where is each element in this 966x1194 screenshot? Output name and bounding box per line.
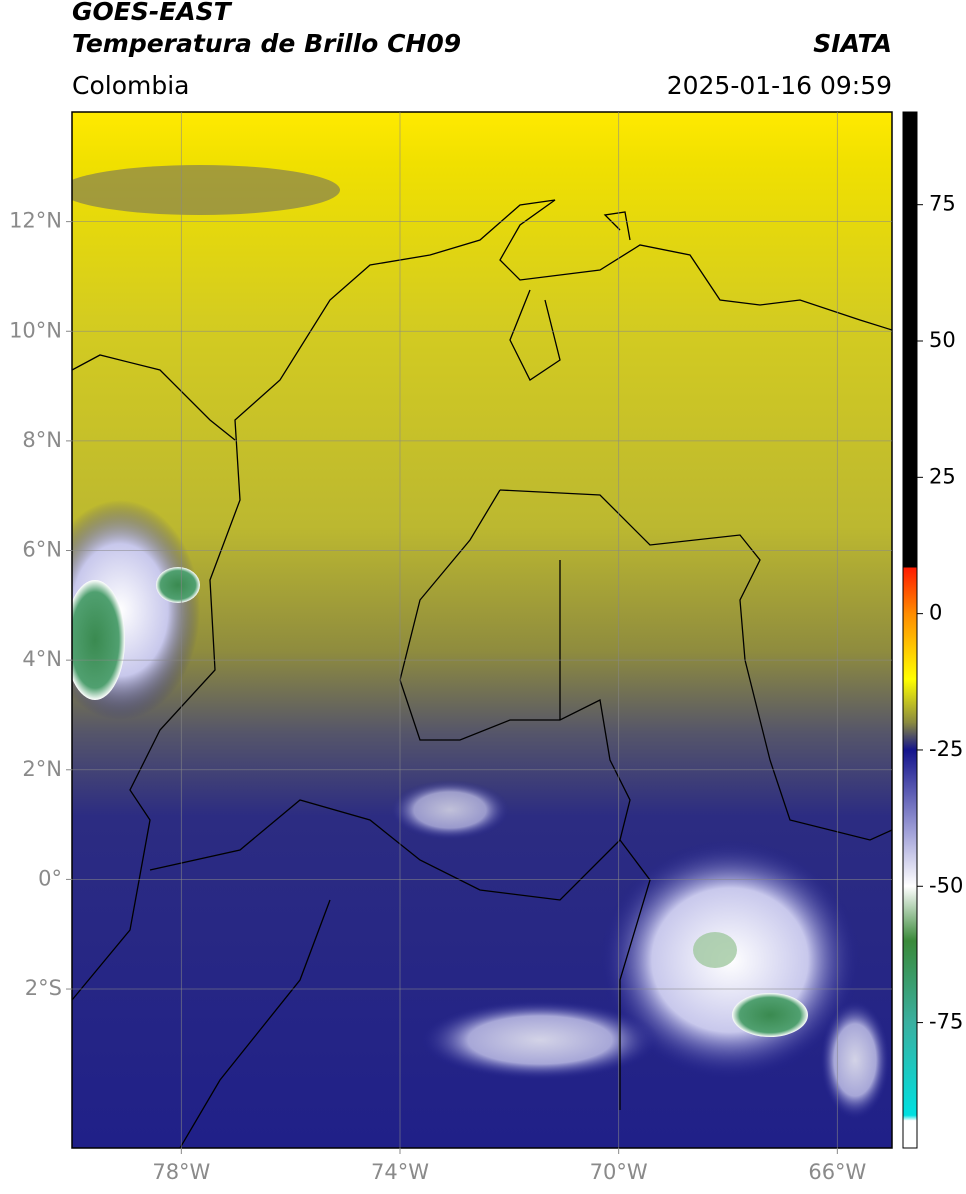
colorbar-tick-label: -75 — [929, 1010, 963, 1034]
region: Colombia — [72, 71, 189, 100]
title: GOES-EAST — [72, 0, 233, 26]
x-tick-label: 74°W — [371, 1160, 429, 1184]
colorbar-tick-label: 25 — [929, 464, 956, 488]
y-tick-label: 0° — [38, 866, 62, 890]
x-tick-label: 78°W — [152, 1160, 210, 1184]
satellite-image — [72, 112, 892, 1148]
datetime: 2025-01-16 09:59 — [667, 71, 892, 100]
title: Temperatura de Brillo CH09 — [72, 29, 461, 58]
colorbar-tick-label: 75 — [929, 192, 956, 216]
colorbar-tick-label: -50 — [929, 873, 963, 897]
y-tick-label: 12°N — [9, 209, 62, 233]
source: SIATA — [813, 29, 892, 58]
colorbar-tick-label: 50 — [929, 328, 956, 352]
colorbar-tick-label: -25 — [929, 737, 963, 761]
colorbar-tick-label: 0 — [929, 601, 942, 625]
map-frame — [71, 111, 893, 1149]
x-tick-label: 70°W — [590, 1160, 648, 1184]
y-tick-label: 4°N — [22, 647, 62, 671]
y-tick-label: 10°N — [9, 318, 62, 342]
y-tick-label: 2°N — [22, 757, 62, 781]
x-tick-label: 66°W — [808, 1160, 866, 1184]
y-tick-label: 8°N — [22, 428, 62, 452]
y-tick-label: 2°S — [25, 976, 62, 1000]
y-tick-label: 6°N — [22, 538, 62, 562]
colorbar — [902, 111, 918, 1149]
